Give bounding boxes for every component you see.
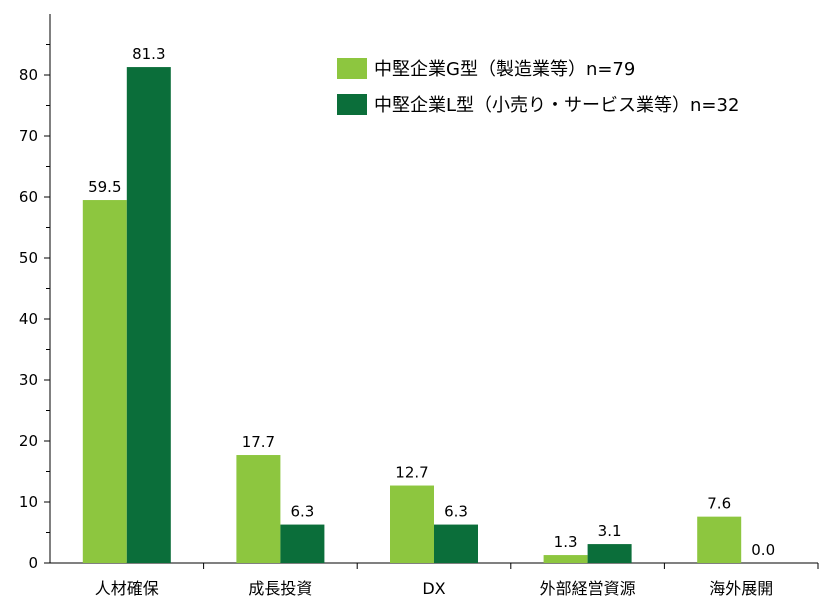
y-tick-label: 40 bbox=[19, 310, 38, 328]
data-label: 0.0 bbox=[751, 541, 775, 559]
value-labels: 59.5 81.3 17.7 6.3 12.7 6.3 1.3 3.1 7.6 0.0 bbox=[88, 45, 775, 559]
bar-series-1 bbox=[543, 555, 588, 563]
bar-series-2 bbox=[280, 524, 325, 563]
x-category-label: DX bbox=[422, 579, 445, 598]
legend-label-1: 中堅企業G型（製造業等）n=79 bbox=[374, 59, 635, 80]
bar-series-1 bbox=[236, 455, 281, 563]
bar-series-2 bbox=[434, 524, 478, 563]
y-tick-label: 10 bbox=[19, 493, 38, 511]
bar-series-2 bbox=[126, 67, 171, 563]
y-tick-label: 70 bbox=[19, 127, 38, 145]
y-tick-label: 60 bbox=[19, 188, 38, 206]
data-label: 3.1 bbox=[598, 522, 622, 540]
bar-series-1 bbox=[390, 485, 434, 563]
legend-label-2: 中堅企業L型（小売り・サービス業等）n=32 bbox=[374, 95, 739, 116]
data-label: 81.3 bbox=[132, 45, 165, 63]
y-tick-label: 30 bbox=[19, 371, 38, 389]
data-label: 6.3 bbox=[290, 503, 314, 521]
bars bbox=[82, 67, 742, 564]
y-tick-label: 20 bbox=[19, 432, 38, 450]
y-tick-label: 0 bbox=[28, 554, 38, 572]
data-label: 17.7 bbox=[242, 433, 275, 451]
y-tick-label: 80 bbox=[19, 66, 38, 84]
legend-swatch-2 bbox=[337, 94, 367, 115]
data-label: 7.6 bbox=[707, 495, 731, 513]
data-label: 12.7 bbox=[395, 464, 428, 482]
x-category-label: 外部経営資源 bbox=[540, 579, 636, 598]
bar-series-1 bbox=[697, 516, 742, 563]
x-category-label: 海外展開 bbox=[709, 579, 773, 598]
x-axis: 人材確保 成長投資 DX 外部経営資源 海外展開 bbox=[50, 562, 819, 598]
data-label: 1.3 bbox=[554, 533, 578, 551]
legend-swatch-1 bbox=[337, 58, 367, 79]
bar-series-1 bbox=[82, 200, 127, 564]
data-label: 59.5 bbox=[88, 178, 121, 196]
x-category-label: 人材確保 bbox=[95, 579, 159, 598]
x-category-label: 成長投資 bbox=[248, 579, 312, 598]
y-axis: 0 10 20 30 40 50 60 70 80 bbox=[19, 14, 51, 572]
y-tick-label: 50 bbox=[19, 249, 38, 267]
data-label: 6.3 bbox=[444, 503, 468, 521]
legend: 中堅企業G型（製造業等）n=79 中堅企業L型（小売り・サービス業等）n=32 bbox=[337, 58, 739, 116]
bar-series-2 bbox=[587, 544, 632, 563]
